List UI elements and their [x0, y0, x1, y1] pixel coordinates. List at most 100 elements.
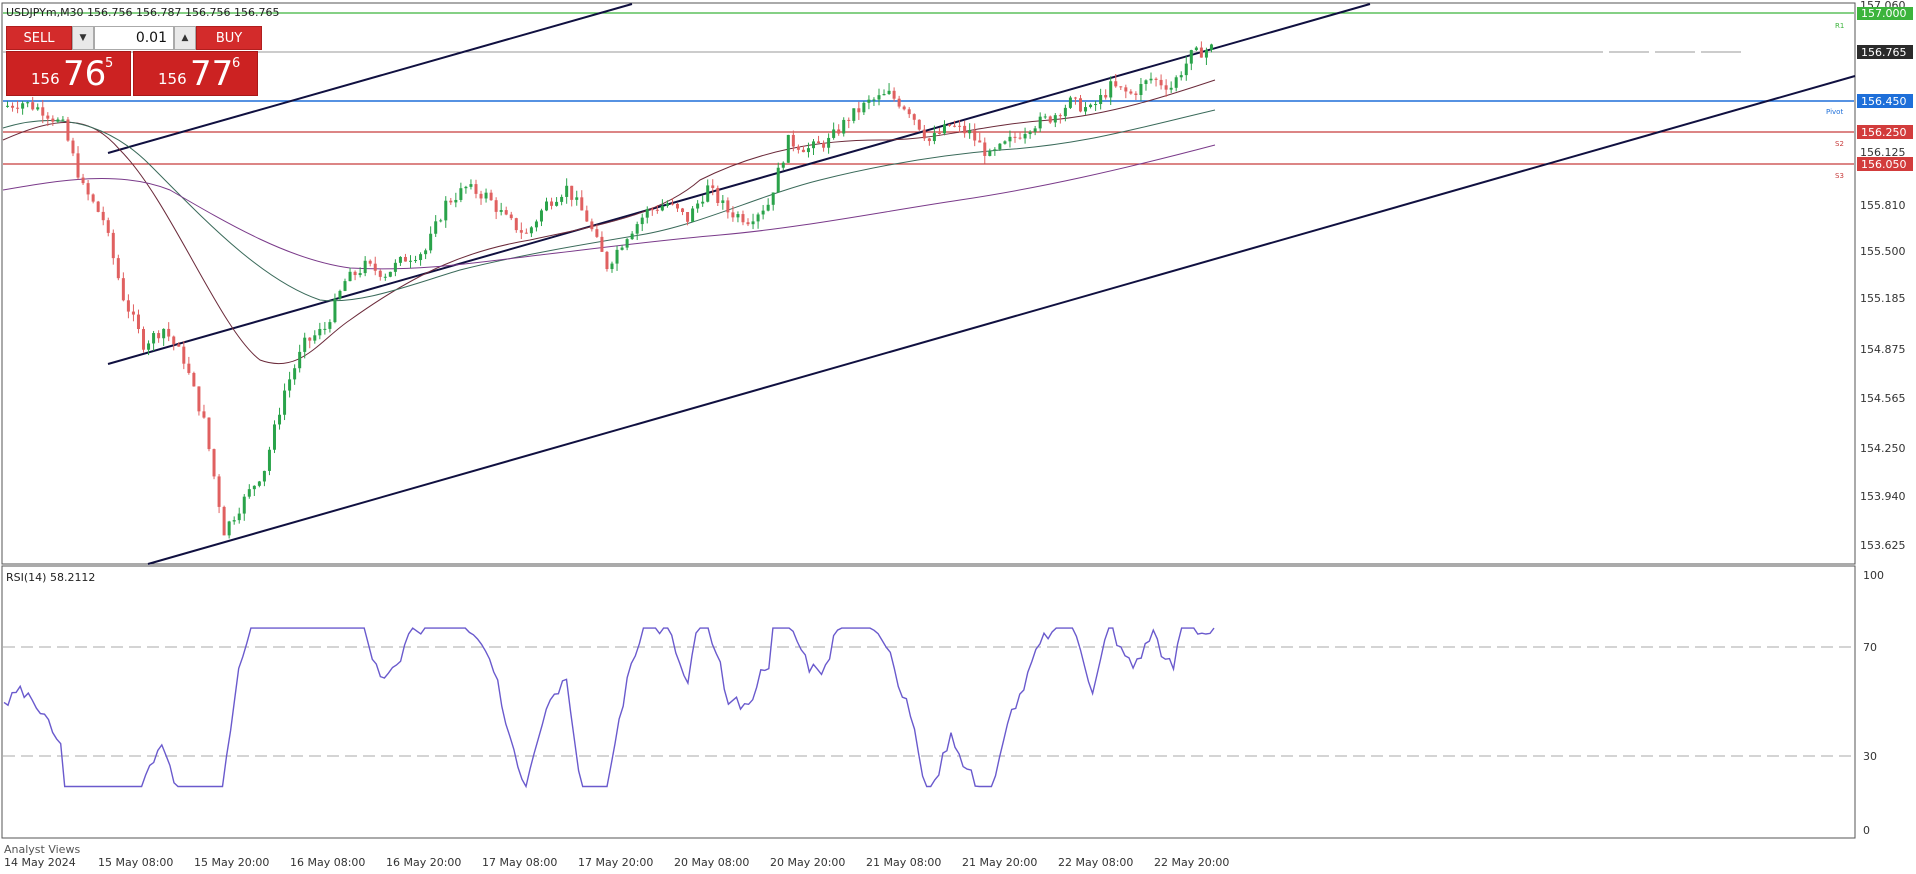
candle-body — [1169, 87, 1173, 90]
time-tick: 17 May 20:00 — [578, 856, 653, 869]
candle-body — [534, 221, 538, 228]
candle-body — [630, 233, 634, 240]
candle-body — [494, 200, 498, 212]
candle-body — [751, 221, 755, 225]
buy-price-sup: 6 — [232, 56, 241, 71]
middle-channel-line[interactable] — [107, 3, 1371, 365]
candle-body — [328, 322, 332, 329]
candle-body — [570, 185, 574, 200]
candle-body — [1094, 104, 1098, 106]
candle-body — [796, 146, 800, 150]
s2-label-bg — [1857, 125, 1913, 139]
candle-body — [504, 210, 508, 215]
analyst-views-tab[interactable]: Analyst Views — [4, 843, 81, 856]
candle-body — [691, 208, 695, 222]
candle-body — [766, 204, 770, 211]
candle-body — [514, 218, 518, 231]
candle-body — [837, 129, 841, 134]
one-click-trading-panel: SELL ▼ 0.01 ▲ BUY 156 76 5 156 77 6 — [6, 26, 262, 96]
candle-body — [645, 209, 649, 218]
upper-channel-line[interactable] — [107, 3, 633, 154]
candle-body — [550, 201, 554, 206]
candle-body — [278, 414, 282, 425]
candle-body — [539, 210, 543, 222]
rsi-tick: 70 — [1863, 641, 1877, 654]
lower-channel-line[interactable] — [147, 75, 1856, 565]
candle-body — [958, 125, 962, 127]
candle-body — [1038, 116, 1042, 129]
lot-down-arrow-icon[interactable]: ▼ — [72, 26, 94, 50]
candle-body — [696, 203, 700, 209]
candle-body — [519, 230, 523, 233]
candle-body — [147, 343, 151, 350]
sell-button[interactable]: SELL — [6, 26, 72, 50]
candle-body — [449, 200, 453, 203]
time-tick: 21 May 20:00 — [962, 856, 1037, 869]
candle-body — [615, 249, 619, 264]
candle-body — [474, 184, 478, 194]
candle-body — [454, 199, 458, 203]
candle-body — [560, 196, 564, 202]
candle-body — [227, 521, 231, 536]
candle-body — [343, 281, 347, 291]
time-tick: 15 May 20:00 — [194, 856, 269, 869]
candle-body — [832, 129, 836, 138]
time-tick: 21 May 08:00 — [866, 856, 941, 869]
candle-body — [76, 153, 80, 178]
candle-body — [746, 222, 750, 225]
candle-body — [1159, 79, 1163, 86]
lot-size-input[interactable]: 0.01 — [94, 26, 174, 50]
candle-body — [595, 229, 599, 237]
price-tick: 155.810 — [1860, 199, 1906, 212]
ma-fast-line — [2, 79, 1216, 365]
candle-body — [1184, 63, 1188, 76]
price-tick: 153.940 — [1860, 490, 1906, 503]
candle-body — [358, 273, 362, 276]
time-tick: 16 May 08:00 — [290, 856, 365, 869]
candle-body — [600, 236, 604, 252]
price-tick: 155.500 — [1860, 245, 1906, 258]
candle-body — [152, 333, 156, 344]
r1-tag: R1 — [1835, 22, 1844, 30]
candle-body — [565, 185, 569, 197]
candle-body — [686, 211, 690, 222]
candle-body — [91, 194, 95, 202]
candle-body — [1073, 97, 1077, 99]
candle-body — [1048, 116, 1052, 123]
candle-body — [791, 134, 795, 147]
candle-body — [126, 300, 130, 312]
candle-body — [877, 95, 881, 100]
candle-body — [932, 133, 936, 142]
candle-body — [761, 210, 765, 215]
candle-body — [1033, 128, 1037, 132]
candle-body — [655, 209, 659, 211]
candle-body — [116, 258, 120, 279]
candle-body — [1124, 87, 1128, 92]
candle-body — [484, 192, 488, 199]
time-tick: 22 May 08:00 — [1058, 856, 1133, 869]
lot-up-arrow-icon[interactable]: ▲ — [174, 26, 196, 50]
sell-price-big: 76 — [63, 54, 107, 94]
rsi-plot-frame — [1, 565, 1856, 839]
candle-body — [726, 200, 730, 213]
candle-body — [852, 108, 856, 121]
sell-price-box[interactable]: 156 76 5 — [6, 51, 131, 96]
candle-body — [842, 119, 846, 134]
price-tick: 154.875 — [1860, 343, 1906, 356]
candle-body — [21, 103, 25, 109]
buy-button[interactable]: BUY — [196, 26, 262, 50]
price-tick: 153.625 — [1860, 539, 1906, 552]
candle-body — [771, 192, 775, 205]
candle-body — [217, 476, 221, 507]
candle-body — [172, 336, 176, 345]
candle-body — [509, 214, 513, 219]
buy-price-box[interactable]: 156 77 6 — [133, 51, 258, 96]
candle-body — [610, 263, 614, 270]
candle-body — [1089, 104, 1093, 108]
candlestick-series — [6, 41, 1213, 539]
rsi-tick: 100 — [1863, 569, 1884, 582]
candle-body — [902, 106, 906, 110]
candle-body — [605, 251, 609, 270]
candle-body — [288, 379, 292, 391]
